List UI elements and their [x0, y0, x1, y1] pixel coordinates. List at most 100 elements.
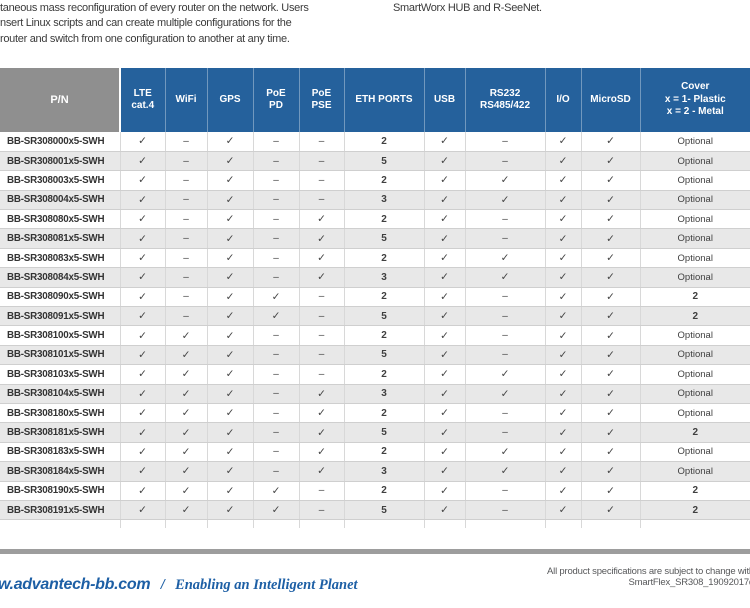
feature-cell: –: [465, 345, 546, 366]
feature-cell: ✓: [545, 481, 582, 501]
feature-cell: ✓: [207, 248, 254, 269]
feature-cell: –: [465, 287, 546, 308]
table-row: BB-SR308090x5-SWH ✓ – ✓ ✓ –2 ✓ – ✓ ✓ 2: [0, 287, 750, 308]
feature-cell: ✓: [299, 248, 345, 269]
feature-cell: –: [465, 422, 546, 443]
feature-cell: ✓: [545, 325, 582, 346]
table-row: BB-SR308004x5-SWH ✓ – ✓ – –3 ✓ ✓ ✓ ✓ Optional: [0, 190, 750, 211]
feature-cell: –: [253, 403, 300, 424]
feature-cell: ✓: [581, 325, 641, 346]
feature-cell: ✓: [424, 461, 466, 482]
col-header-pn: P/N: [0, 68, 121, 132]
feature-cell: ✓: [165, 345, 208, 366]
part-number-cell: BB-SR308083x5-SWH: [0, 248, 121, 269]
feature-cell: –: [299, 306, 345, 327]
feature-cell: ✓: [207, 132, 254, 152]
feature-cell: 3: [344, 461, 425, 482]
feature-cell: ✓: [165, 481, 208, 501]
feature-cell: ✓: [581, 151, 641, 172]
feature-cell: ✓: [424, 403, 466, 424]
feature-cell: ✓: [465, 190, 546, 211]
feature-cell: ✓: [581, 403, 641, 424]
feature-cell: 5: [344, 345, 425, 366]
feature-cell: 2: [344, 170, 425, 191]
part-number-cell: BB-SR308184x5-SWH: [0, 461, 121, 482]
spec-table: P/N LTE cat.4 WiFi GPS PoE PD PoE PSE ET…: [0, 68, 750, 528]
feature-cell: –: [253, 132, 300, 152]
stub-cell: [545, 519, 582, 528]
intro-line: SmartWorx HUB and R-SeeNet.: [393, 2, 542, 14]
feature-cell: –: [165, 228, 208, 249]
feature-cell: ✓: [207, 151, 254, 172]
feature-cell: –: [253, 170, 300, 191]
website-link[interactable]: w.advantech-bb.com: [0, 576, 151, 593]
feature-cell: ✓: [424, 228, 466, 249]
feature-cell: 2: [344, 132, 425, 152]
table-row: BB-SR308101x5-SWH ✓ ✓ ✓ – –5 ✓ – ✓ ✓ Optional: [0, 345, 750, 366]
table-row: BB-SR308191x5-SWH ✓ ✓ ✓ ✓ –5 ✓ – ✓ ✓ 2: [0, 500, 750, 521]
feature-cell: –: [165, 170, 208, 191]
feature-cell: –: [465, 481, 546, 501]
feature-cell: 3: [344, 267, 425, 288]
feature-cell: ✓: [465, 461, 546, 482]
feature-cell: ✓: [165, 500, 208, 521]
feature-cell: Optional: [640, 325, 750, 346]
part-number-cell: BB-SR308103x5-SWH: [0, 364, 121, 385]
feature-cell: ✓: [581, 248, 641, 269]
feature-cell: ✓: [581, 461, 641, 482]
stub-cell: [120, 519, 166, 528]
feature-cell: ✓: [299, 403, 345, 424]
feature-cell: ✓: [207, 306, 254, 327]
table-stub-row: [0, 519, 750, 528]
feature-cell: 5: [344, 228, 425, 249]
stub-cell: [344, 519, 425, 528]
feature-cell: ✓: [299, 442, 345, 463]
col-header-usb: USB: [424, 68, 466, 132]
feature-cell: ✓: [545, 209, 582, 230]
spec-table-body: BB-SR308000x5-SWH ✓ – ✓ – –2 ✓ – ✓ ✓ Optional BB-SR…: [0, 132, 750, 528]
footer-divider: [0, 549, 750, 554]
col-header-lte: LTE cat.4: [120, 68, 166, 132]
table-row: BB-SR308080x5-SWH ✓ – ✓ – ✓ 2 ✓ – ✓ ✓ Optional: [0, 209, 750, 230]
feature-cell: ✓: [120, 267, 166, 288]
feature-cell: ✓: [424, 422, 466, 443]
feature-cell: –: [299, 345, 345, 366]
feature-cell: ✓: [545, 151, 582, 172]
feature-cell: ✓: [299, 384, 345, 404]
footer-brand: w.advantech-bb.com / Enabling an Intelli…: [0, 576, 358, 594]
feature-cell: 2: [344, 325, 425, 346]
feature-cell: –: [253, 364, 300, 385]
feature-cell: ✓: [424, 170, 466, 191]
feature-cell: –: [465, 306, 546, 327]
feature-cell: ✓: [545, 170, 582, 191]
feature-cell: 2: [344, 481, 425, 501]
feature-cell: ✓: [545, 306, 582, 327]
feature-cell: –: [299, 151, 345, 172]
feature-cell: –: [253, 248, 300, 269]
col-header-rs232: RS232 RS485/422: [465, 68, 546, 132]
feature-cell: ✓: [120, 306, 166, 327]
feature-cell: ✓: [165, 403, 208, 424]
part-number-cell: BB-SR308104x5-SWH: [0, 384, 121, 404]
feature-cell: ✓: [545, 287, 582, 308]
feature-cell: Optional: [640, 442, 750, 463]
feature-cell: Optional: [640, 267, 750, 288]
feature-cell: ✓: [165, 461, 208, 482]
feature-cell: –: [253, 151, 300, 172]
feature-cell: –: [465, 228, 546, 249]
feature-cell: ✓: [424, 267, 466, 288]
feature-cell: ✓: [120, 190, 166, 211]
part-number-cell: BB-SR308181x5-SWH: [0, 422, 121, 443]
part-number-cell: BB-SR308101x5-SWH: [0, 345, 121, 366]
feature-cell: ✓: [120, 151, 166, 172]
feature-cell: Optional: [640, 170, 750, 191]
feature-cell: ✓: [424, 209, 466, 230]
feature-cell: Optional: [640, 384, 750, 404]
col-header-gps: GPS: [207, 68, 254, 132]
feature-cell: 2: [344, 248, 425, 269]
feature-cell: ✓: [299, 228, 345, 249]
table-row: BB-SR308190x5-SWH ✓ ✓ ✓ ✓ –2 ✓ – ✓ ✓ 2: [0, 481, 750, 501]
col-header-microsd: MicroSD: [581, 68, 641, 132]
col-header-cover: Cover x = 1- Plastic x = 2 - Metal: [640, 68, 750, 132]
